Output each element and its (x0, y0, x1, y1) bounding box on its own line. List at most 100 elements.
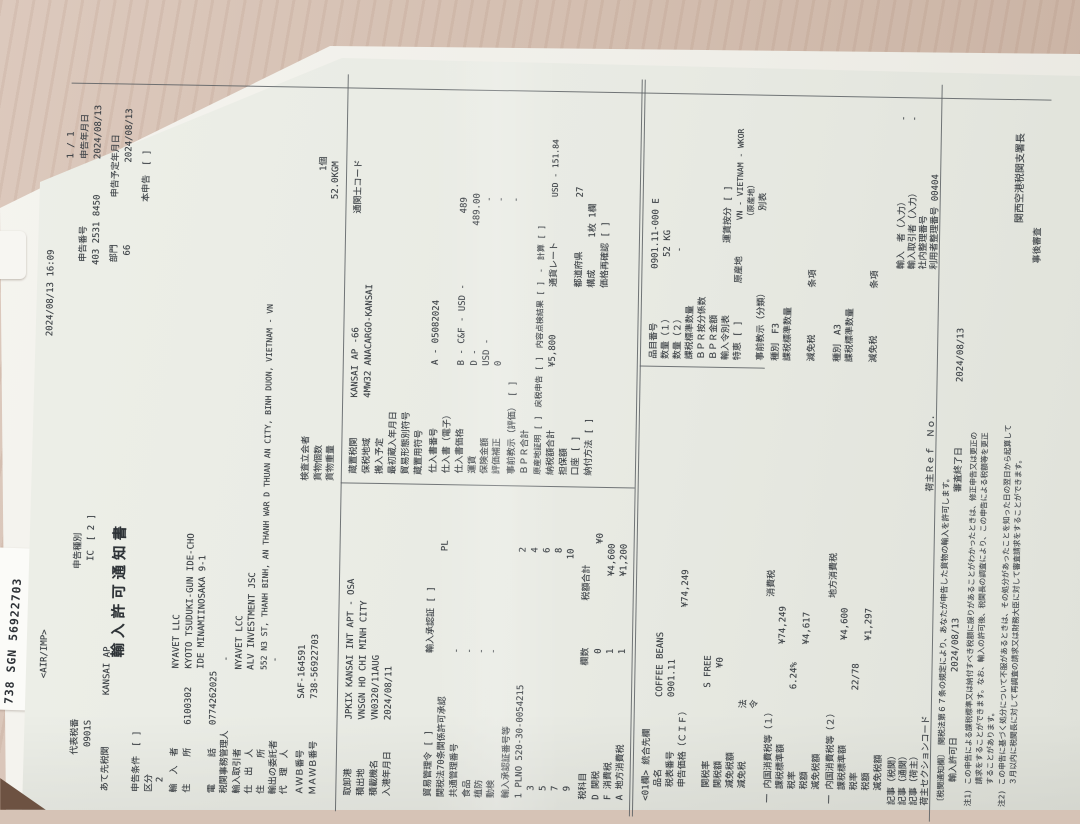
doc-line: 1 / 1 (66, 131, 77, 159)
doc-line: 一 内国消費税等（２） (825, 708, 837, 804)
doc-line: 10 (566, 548, 577, 560)
doc-line: あて先税関 (100, 746, 112, 792)
doc-line: A - 05082024 (430, 299, 442, 366)
doc-line: 7 (550, 785, 561, 792)
doc-line: COFFEE BEANS (654, 631, 667, 698)
doc-line: ¥0 (715, 657, 726, 669)
doc-line: 仕入書価格 (454, 428, 466, 474)
doc-line: VN - VIETNAM - WKOR (735, 128, 746, 221)
doc-line: 輸入令別表 (720, 314, 732, 361)
doc-line: 都道府県 (574, 251, 585, 288)
doc-line: 課税標準数量 (782, 307, 794, 362)
doc-line: 一 内国消費税等（１） (763, 707, 775, 803)
doc-line: 2024/08/13 16:09 (45, 249, 57, 337)
doc-line: 保税地域 (361, 437, 373, 474)
doc-line: 仕入書（電子） (441, 410, 453, 474)
doc-line: することがあります。 (985, 708, 996, 785)
doc-line: 本申告 [ ] (141, 149, 153, 202)
doc-line: 52.0KGM (330, 161, 342, 200)
doc-rule (639, 365, 765, 369)
doc-line: 納付方法 [ ] (583, 417, 595, 476)
doc-line: 貨物個数 (313, 444, 325, 482)
doc-line: 取卸港 (343, 768, 354, 796)
doc-line: 輸入 者（入力） (896, 196, 908, 270)
doc-line: 特恵 [ ] (732, 320, 744, 361)
doc-line: D 関税 (591, 770, 602, 800)
doc-line: 電 話 (207, 748, 219, 794)
doc-line: 動検 (486, 779, 497, 799)
doc-line: 貿易管理令 [ ] (423, 730, 435, 797)
doc-line: 関税額 (713, 760, 724, 789)
doc-line: 27 (575, 186, 586, 198)
doc-line: 1個 (319, 156, 330, 172)
doc-line: 税表番号 (665, 751, 677, 788)
doc-line: A 地方消費税 (615, 744, 627, 801)
doc-line: 輸入取引者（入力） (907, 188, 919, 270)
doc-line: 入港年月日 (382, 751, 394, 797)
doc-line: - (270, 656, 281, 663)
doc-line: 条項 (808, 269, 819, 288)
doc-line: 搬入予定 (374, 437, 386, 475)
doc-line: 2 (155, 776, 166, 783)
doc-line: 輸入承認証番号等 (501, 726, 513, 799)
doc-line: 申告条件 [ ] (131, 730, 143, 792)
doc-line: 仕 出 人 (244, 748, 256, 794)
doc-line: 条項 (870, 270, 881, 289)
doc-rule (71, 82, 1052, 101)
doc-line: 2024/08/13 (950, 617, 962, 673)
doc-line: - (484, 196, 495, 202)
doc-line: 事後審査 (1032, 227, 1044, 264)
doc-line: 6.24% (789, 662, 800, 690)
doc-line: ¥1,200 (619, 543, 630, 577)
doc-line: ¥4,600 (607, 543, 618, 577)
doc-line: KANSAI AP -66 (350, 327, 362, 398)
doc-line: 1 (617, 648, 628, 655)
doc-line: 代表税番 (69, 718, 81, 755)
doc-line: - (910, 115, 921, 122)
doc-line: 減免税 (806, 334, 818, 362)
doc-line: - (674, 246, 685, 253)
doc-line: 489 (459, 197, 470, 214)
doc-line: - (511, 196, 522, 203)
doc-line: - (476, 648, 487, 654)
doc-line: 地方消費税 (828, 552, 840, 599)
doc-line: 52 KG (662, 229, 674, 258)
doc-line: ¥4,600 (840, 607, 851, 641)
doc-line: 記事（通関） (898, 751, 910, 806)
doc-line: 5 (538, 785, 549, 791)
doc-line: VNSGN HO CHI MINH CITY (357, 600, 370, 720)
doc-line: 0901S (83, 719, 94, 748)
sticker-label: 738 SGN 56922703 (1, 577, 25, 705)
doc-line: 担保額 (558, 448, 570, 476)
doc-line: IC [ 2 ] (86, 513, 98, 562)
doc-line: 貿易形態別符号 (400, 411, 412, 475)
doc-line: 積出地 (356, 768, 367, 796)
doc-line: 8 (554, 547, 565, 554)
doc-line: 欄数 (580, 647, 591, 666)
doc-line: ＢＰＲ合計 (519, 429, 531, 475)
doc-line: ¥5,800 (547, 334, 559, 368)
doc-line: 審査終了日 (953, 447, 965, 493)
doc-line: - (496, 196, 507, 203)
doc-line: 0774262025 (208, 670, 220, 726)
doc-line: 489.00 (472, 193, 483, 226)
doc-line: NYAVET LLC (171, 614, 183, 669)
doc-line: 輸入承認証 [ ] (425, 586, 437, 654)
doc-line: ¥74,249 (680, 569, 692, 608)
doc-line: 税額合計 (581, 564, 593, 601)
doc-line: 関税法70条関係許可承認 (436, 696, 448, 798)
doc-line: 6100302 (183, 686, 195, 725)
doc-line: ALV INVESTMENT JSC (246, 572, 259, 670)
doc-line: 552 N3 ST, THANH BINH, AN THANH WAR D TH… (259, 303, 275, 671)
doc-line: 1 PLNO 520-30-0054215 (514, 684, 527, 799)
doc-line: - (221, 655, 232, 662)
doc-line: 1枚 1欄 (588, 203, 599, 238)
import-permit-document: <AIR/IMP> 2024/08/13 16:09 1 / 1 代表税番 申告種別 申告… (33, 66, 1080, 824)
doc-line: 納税額合計 (545, 429, 557, 476)
doc-line: 輸入許可日 (948, 736, 960, 783)
doc-rule (628, 79, 643, 817)
doc-line: VN0320/11AUG (370, 654, 382, 721)
doc-line: F 消費税 (603, 762, 614, 801)
doc-line: 社内整理番号 (918, 215, 930, 270)
